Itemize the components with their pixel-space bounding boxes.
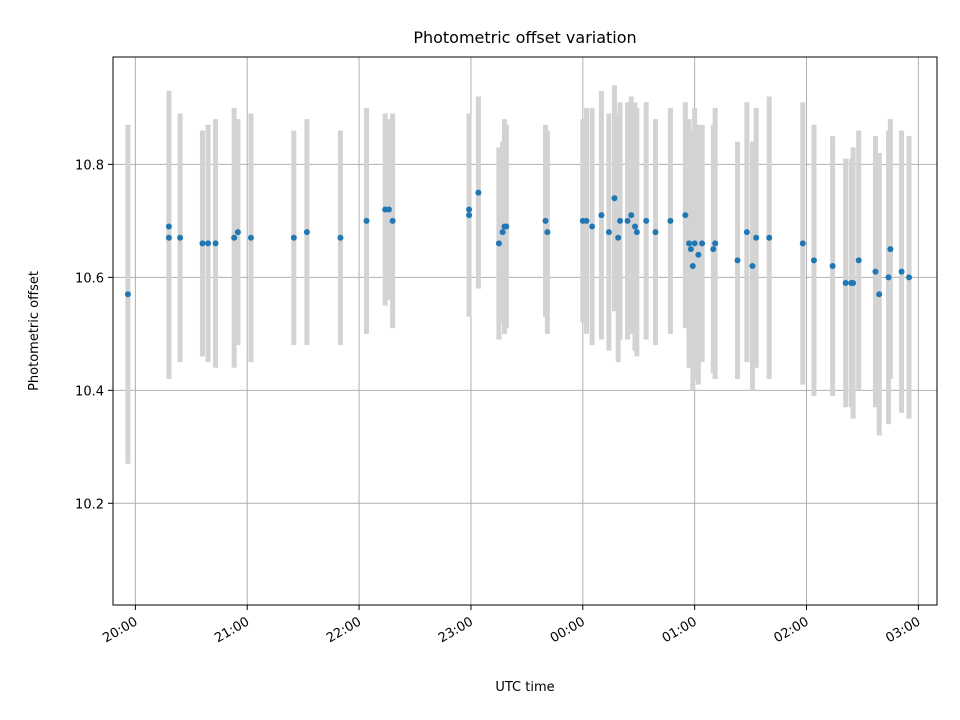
data-point [466,206,473,213]
data-point [363,217,370,224]
data-point [615,234,622,241]
data-point [810,257,817,264]
data-point [855,257,862,264]
data-point [885,274,892,281]
data-point [475,189,482,196]
data-point [633,229,640,236]
data-point [898,268,905,275]
data-point [712,240,719,247]
data-point [503,223,510,230]
data-point [234,229,241,236]
data-point [842,279,849,286]
data-point [544,229,551,236]
data-point [628,212,635,219]
data-point [667,217,674,224]
data-point [389,217,396,224]
data-point [624,217,631,224]
data-point [337,234,344,241]
data-point [231,234,238,241]
y-tick-label: 10.8 [75,158,104,173]
y-tick-label: 10.2 [75,497,104,512]
data-point [682,212,689,219]
plot-frame [112,56,938,606]
grid [113,57,937,605]
data-point [887,246,894,253]
y-tick-label: 10.6 [75,271,104,286]
data-point [247,234,254,241]
data-point [165,234,172,241]
data-point [753,234,760,241]
data-point [691,240,698,247]
data-point [124,291,131,298]
data-point [643,217,650,224]
data-point [499,229,506,236]
data-point [598,212,605,219]
data-point [617,217,624,224]
data-point [695,251,702,258]
data-point [199,240,206,247]
x-axis-label: UTC time [495,680,554,695]
data-point [495,240,502,247]
data-point [385,206,392,213]
chart-title: Photometric offset variation [413,28,636,47]
y-tick-label: 10.4 [75,384,104,399]
data-point [611,195,618,202]
data-point [652,229,659,236]
data-point [290,234,297,241]
data-point [165,223,172,230]
data-point [631,223,638,230]
data-point [687,246,694,253]
data-point [766,234,773,241]
data-points [124,189,913,298]
data-point [872,268,879,275]
data-point [829,263,836,270]
data-point [876,291,883,298]
data-point [710,246,717,253]
data-point [743,229,750,236]
data-point [583,217,590,224]
data-point [734,257,741,264]
data-point [906,274,913,281]
data-point [205,240,212,247]
data-point [689,263,696,270]
data-point [212,240,219,247]
data-point [589,223,596,230]
data-point [466,212,473,219]
y-axis-label: Photometric offset [27,271,42,391]
data-point [699,240,706,247]
data-point [177,234,184,241]
data-point [686,240,693,247]
data-point [850,279,857,286]
data-point [605,229,612,236]
data-point [749,263,756,270]
data-point [303,229,310,236]
data-point [799,240,806,247]
data-point [542,217,549,224]
